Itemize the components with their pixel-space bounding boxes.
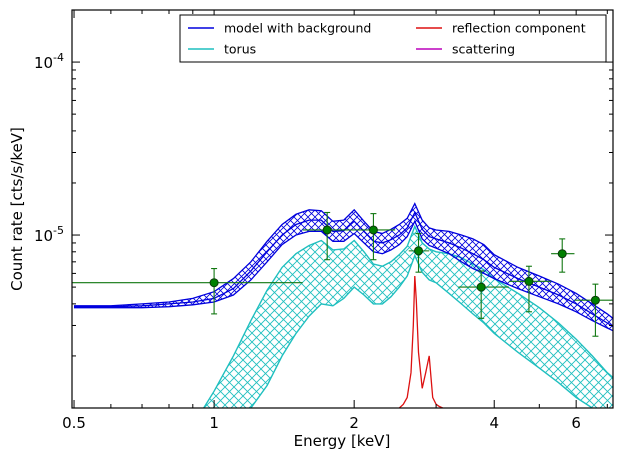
legend-box — [179, 14, 607, 63]
data-point — [508, 265, 552, 313]
legend-entry: model with background — [188, 21, 371, 36]
x-tick-label: 0.5 — [62, 414, 86, 432]
axis-ticks: 0.5 1 2 4 6 10-5 10-4 — [34, 9, 613, 432]
reflection-line — [398, 275, 443, 408]
data-point — [574, 283, 613, 337]
legend-label: reflection component — [452, 21, 586, 36]
legend-entry: scattering — [416, 42, 515, 57]
reflection-curve — [398, 275, 443, 408]
plot-frame — [71, 9, 614, 409]
legend-label: torus — [224, 42, 256, 57]
data-point — [458, 270, 509, 319]
model-band — [74, 202, 613, 332]
torus-lower-line — [250, 253, 593, 408]
legend-label: scattering — [452, 42, 515, 57]
y-axis-label: Count rate [cts/s/keV] — [8, 127, 26, 291]
x-tick-label: 1 — [209, 414, 219, 432]
x-tick-label: 6 — [571, 414, 581, 432]
data-marker — [590, 295, 600, 305]
data-marker — [209, 278, 219, 288]
legend-label: model with background — [224, 21, 371, 36]
data-point — [72, 268, 303, 315]
plot-border — [71, 9, 614, 409]
data-point — [408, 232, 430, 273]
data-marker — [476, 282, 486, 292]
y-tick-label: 10-4 — [34, 51, 64, 72]
x-tick-label: 2 — [349, 414, 359, 432]
x-tick-label: 4 — [489, 414, 499, 432]
data-marker — [524, 276, 534, 286]
data-point — [354, 213, 396, 261]
torus-band-fill — [203, 226, 613, 408]
y-tick-label: 10-5 — [34, 224, 64, 245]
legend: model with background torus reflection com… — [179, 14, 607, 63]
legend-entry: reflection component — [416, 21, 586, 36]
data-marker — [414, 246, 424, 256]
data-marker — [368, 225, 378, 235]
model-center-line — [74, 210, 613, 328]
data-points — [72, 211, 613, 337]
model-lower-line — [74, 219, 613, 332]
data-point — [302, 211, 355, 261]
legend-entry: torus — [188, 42, 256, 57]
data-point — [551, 238, 575, 273]
data-marker — [322, 225, 332, 235]
x-axis-label: Energy [keV] — [294, 432, 391, 450]
data-marker — [557, 249, 567, 259]
model-upper-line — [74, 202, 613, 319]
